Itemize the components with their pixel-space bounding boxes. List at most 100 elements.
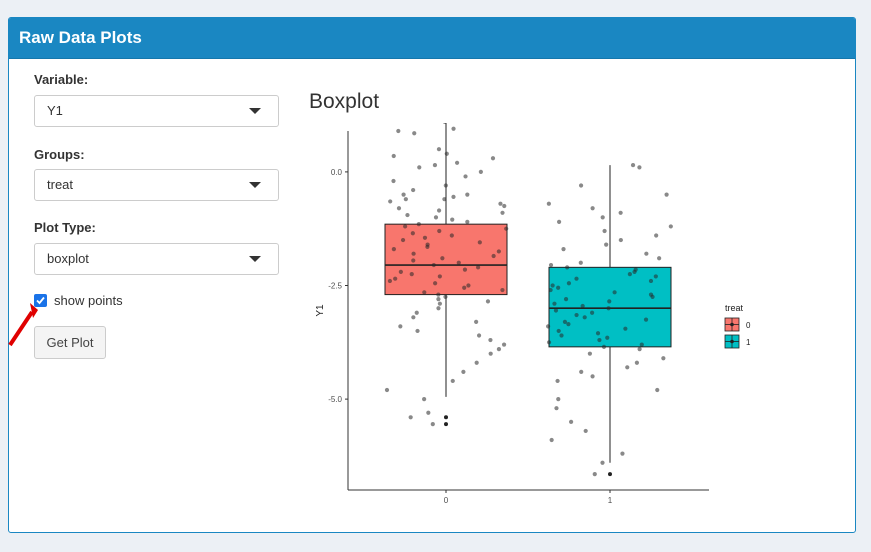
data-point [553,308,559,313]
data-point [501,342,507,347]
data-point [600,460,605,465]
x-tick-label: 1 [608,496,613,505]
data-point [436,208,442,213]
data-point [433,215,439,220]
data-point [490,156,496,161]
data-point [461,369,466,374]
data-point [578,183,584,188]
data-point [580,303,585,309]
data-point [566,322,571,327]
data-point [476,333,482,338]
data-point [643,317,649,322]
data-point [422,397,427,402]
data-point [443,123,447,125]
data-point [500,287,505,293]
data-point [625,365,630,370]
data-point [637,165,642,170]
data-point [409,272,414,277]
data-point [436,306,441,311]
data-point [590,374,595,379]
data-point [430,422,435,427]
data-point [502,203,507,209]
data-point [387,278,393,284]
arrow-head-icon [30,303,38,318]
groups-select[interactable]: treat [34,169,279,201]
data-point [415,328,420,334]
data-point [449,233,454,238]
data-point [398,324,403,329]
show-points-label[interactable]: show points [54,293,123,308]
data-point [500,210,505,215]
data-point [393,276,398,281]
data-point [403,197,408,202]
data-point [398,269,403,274]
data-point [422,235,428,240]
groups-select-value: treat [47,177,74,192]
data-point [559,333,564,338]
data-point [456,260,461,265]
data-point [477,240,482,245]
data-point [618,210,623,215]
data-point [578,260,583,265]
data-point [437,228,442,234]
show-points-checkbox[interactable] [34,294,47,307]
data-point [634,360,640,365]
plot-title: Boxplot [309,90,380,113]
data-point [587,351,592,356]
data-point [550,283,555,288]
groups-label: Groups: [34,147,85,162]
data-point [437,301,442,306]
data-point [548,287,553,293]
data-point [556,397,561,402]
data-point [462,267,468,272]
data-point [650,294,655,299]
data-point [504,226,509,231]
data-point [664,192,669,197]
data-point [443,183,448,188]
data-point [648,278,654,284]
plot-type-select-value: boxplot [47,251,89,266]
variable-select[interactable]: Y1 [34,95,279,127]
data-point [431,262,436,268]
data-point [620,451,625,456]
data-point [437,274,442,279]
data-point [414,310,419,315]
data-point [597,337,602,343]
data-point [556,219,562,224]
data-point [602,228,607,234]
data-point [442,197,447,202]
data-point [465,192,470,197]
data-point [606,306,611,311]
data-point [416,222,421,227]
data-point [408,415,413,420]
data-point [600,215,605,220]
data-point [491,253,496,259]
data-point [632,269,637,274]
data-point [566,281,572,286]
legend-title: treat [725,303,744,313]
data-point [618,237,623,243]
data-point [582,315,587,320]
data-point [668,224,673,229]
plot-type-select[interactable]: boxplot [34,243,279,275]
plot-type-label: Plot Type: [34,220,96,235]
data-point [436,147,442,152]
box-group-0 [384,223,508,296]
data-point [595,331,601,336]
get-plot-button[interactable]: Get Plot [34,326,106,359]
data-point [454,160,460,165]
data-point [496,249,501,254]
data-point [546,201,551,206]
data-point [556,328,561,334]
legend-key-point [730,322,734,327]
y-tick-label: -5.0 [328,395,342,404]
data-point [466,283,471,288]
data-point [462,285,467,290]
data-point [549,437,554,443]
data-point [391,153,396,159]
data-point [411,315,416,320]
data-point [412,131,417,136]
data-point [605,335,610,340]
raw-data-plots-panel: Raw Data Plots Variable: Y1 Groups: trea… [8,17,856,533]
